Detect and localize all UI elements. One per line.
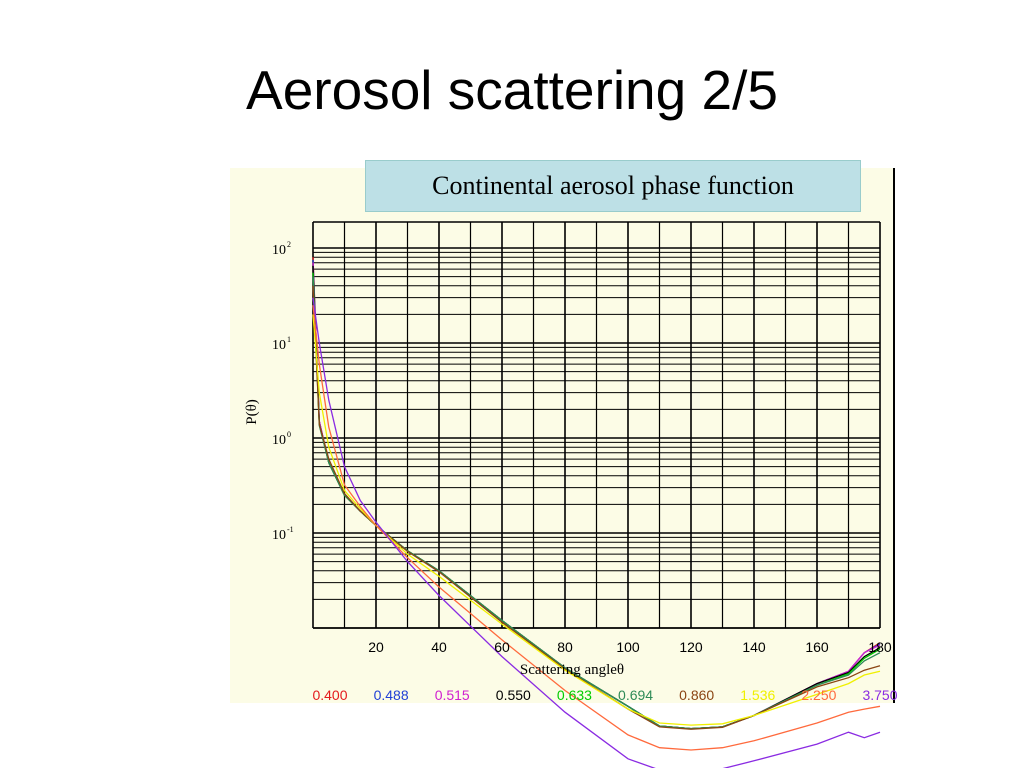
legend-entry: 0.488 (374, 687, 409, 703)
series-line-0.860 (312, 285, 881, 730)
legend-entry: 1.536 (740, 687, 775, 703)
x-tick-label: 140 (742, 639, 766, 655)
legend-entry: 0.400 (312, 687, 347, 703)
series-line-3.750 (312, 297, 881, 768)
series-line-2.250 (312, 305, 881, 751)
x-tick-label: 160 (805, 639, 829, 655)
legend-entry: 0.860 (679, 687, 714, 703)
legend-entry: 2.250 (801, 687, 836, 703)
legend-entry: 3.750 (862, 687, 897, 703)
y-tick-label: 10 (272, 433, 286, 448)
series-line-0.694 (312, 276, 881, 730)
x-tick-label: 40 (431, 639, 447, 655)
x-tick-label: 120 (679, 639, 703, 655)
y-tick-exponent: 1 (287, 335, 291, 344)
y-tick-exponent: -1 (287, 525, 294, 534)
x-tick-label: 180 (868, 639, 892, 655)
series-lines (312, 257, 881, 768)
y-tick-exponent: 2 (287, 240, 291, 249)
x-tick-label: 100 (616, 639, 640, 655)
series-line-1.536 (312, 314, 881, 726)
y-tick-exponent: 0 (287, 430, 291, 439)
y-tick-label: 10 (272, 528, 286, 543)
x-axis-label: Scattering angleθ (520, 662, 624, 678)
legend: 0.400 0.488 0.515 0.550 0.633 0.694 0.860 1.536… (312, 687, 897, 703)
x-tick-label: 60 (494, 639, 510, 655)
y-axis-label: P(θ) (244, 399, 260, 425)
x-tick-label: 80 (557, 639, 573, 655)
legend-entry: 0.515 (435, 687, 470, 703)
chart-caption: Continental aerosol phase function (365, 160, 861, 212)
x-tick-labels: 20 40 60 80 100 120 140 160 180 (368, 639, 892, 655)
x-tick-label: 20 (368, 639, 384, 655)
y-tick-label: 10 (272, 243, 286, 258)
slide-title: Aerosol scattering 2/5 (246, 59, 778, 121)
y-tick-label: 10 (272, 338, 286, 353)
legend-entry: 0.694 (618, 687, 653, 703)
grid (312, 221, 881, 629)
legend-entry: 0.633 (557, 687, 592, 703)
legend-entry: 0.550 (496, 687, 531, 703)
